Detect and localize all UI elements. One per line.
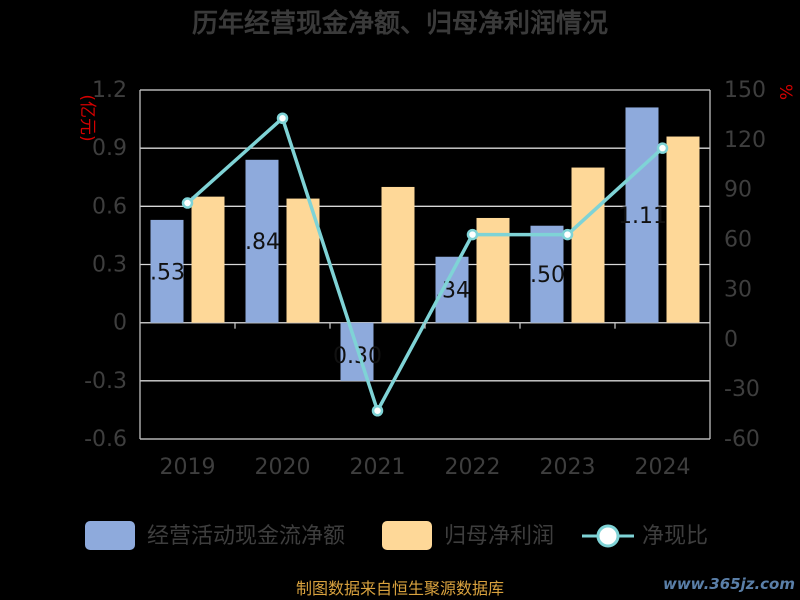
legend-swatch-operating-cash xyxy=(85,521,135,550)
bar-operating-cash xyxy=(150,219,184,323)
chart-title: 历年经营现金净额、归母净利润情况 xyxy=(192,8,608,39)
source-note: 制图数据来自恒生聚源数据库 xyxy=(296,579,504,598)
right-tick-label: -30 xyxy=(724,377,760,402)
x-axis-ticks: 2019 2020 2021 2022 2023 2024 xyxy=(160,322,691,480)
left-axis-ticks: -0.6 -0.3 0 0.3 0.6 0.9 1.2 xyxy=(84,78,127,452)
watermark: www.365jz.com xyxy=(663,575,795,593)
left-tick-label: -0.3 xyxy=(84,369,127,394)
x-tick-label: 2022 xyxy=(445,455,501,480)
bar-data-label: .53 xyxy=(150,260,185,285)
legend-label-net-profit: 归母净利润 xyxy=(444,524,554,549)
right-tick-label: 60 xyxy=(724,228,752,253)
right-tick-label: 0 xyxy=(724,327,738,352)
ratio-point xyxy=(561,228,574,241)
legend-swatch-net-profit xyxy=(382,521,432,550)
ratio-point xyxy=(656,142,669,154)
bar-net-profit xyxy=(666,136,700,323)
bar-net-profit xyxy=(191,196,225,323)
legend: 经营活动现金流净额 归母净利润 净现比 xyxy=(85,521,708,550)
right-tick-label: 90 xyxy=(724,178,752,203)
left-tick-label: 0.3 xyxy=(92,253,127,278)
bar-operating-cash xyxy=(625,107,659,323)
bar-operating-cash xyxy=(530,225,564,323)
grid xyxy=(139,89,711,440)
right-tick-label: 30 xyxy=(724,277,752,302)
left-tick-label: -0.6 xyxy=(84,427,127,452)
bar-data-label: 1.11 xyxy=(618,204,667,229)
legend-label-operating-cash: 经营活动现金流净额 xyxy=(147,524,345,549)
right-tick-label: 150 xyxy=(724,78,766,103)
x-tick-label: 2021 xyxy=(350,455,406,480)
bar-operating-cash xyxy=(245,159,279,323)
ratio-point xyxy=(181,197,194,209)
x-tick-label: 2020 xyxy=(255,455,311,480)
left-tick-label: 0.6 xyxy=(92,194,127,219)
legend-swatch-ratio-marker xyxy=(596,524,620,548)
right-axis-ticks: -60 -30 0 30 60 90 120 150 xyxy=(724,78,766,452)
bar-net-profit xyxy=(571,167,605,323)
ratio-point xyxy=(276,112,289,125)
right-tick-label: -60 xyxy=(724,427,760,452)
left-tick-label: 0 xyxy=(113,311,127,336)
left-axis-unit: (亿元) xyxy=(77,94,97,141)
legend-label-ratio: 净现比 xyxy=(642,524,708,549)
x-tick-label: 2024 xyxy=(635,455,691,480)
ratio-point xyxy=(466,228,479,241)
left-tick-label: 1.2 xyxy=(92,78,127,103)
bar-data-label: .84 xyxy=(245,230,280,255)
right-axis-unit: % xyxy=(775,84,795,100)
bar-data-label: .50 xyxy=(530,263,565,288)
right-tick-label: 120 xyxy=(724,128,766,153)
x-tick-label: 2023 xyxy=(540,455,596,480)
left-tick-label: 0.9 xyxy=(92,136,127,161)
bar-net-profit xyxy=(381,186,415,323)
x-tick-label: 2019 xyxy=(160,455,216,480)
ratio-point xyxy=(371,404,384,417)
